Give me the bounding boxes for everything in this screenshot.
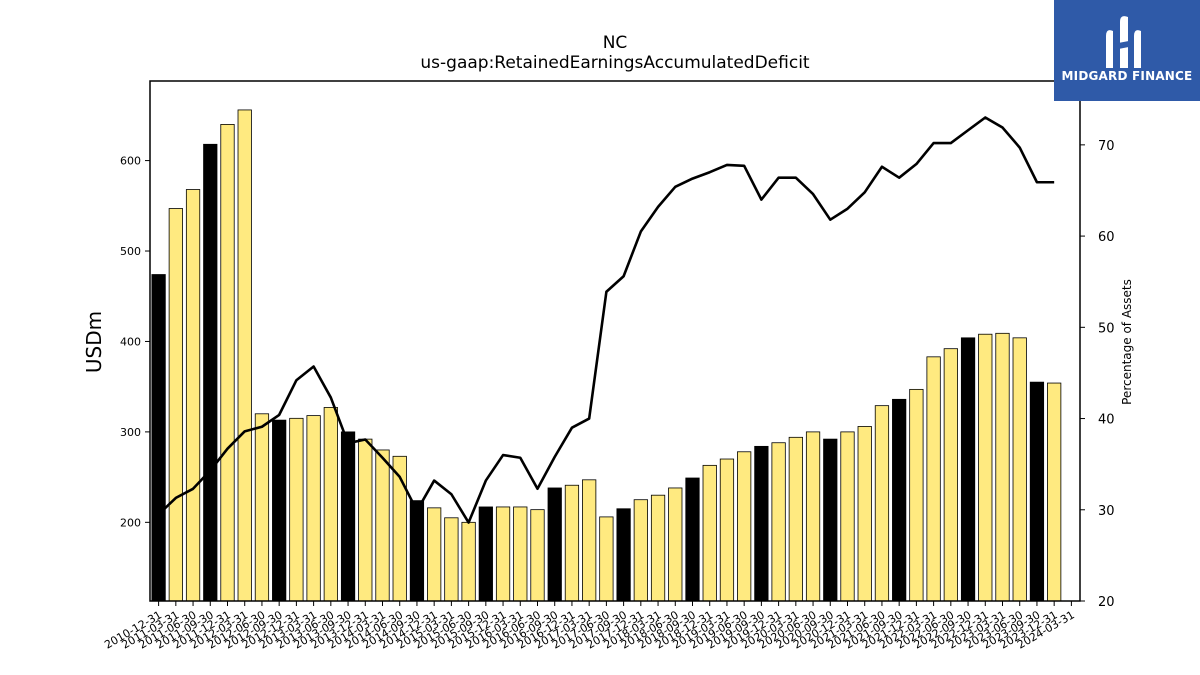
bar-quarterly	[461, 521, 476, 602]
bar-quarterly	[358, 438, 373, 602]
bar-quarterly	[513, 506, 528, 602]
bar-annual	[960, 337, 976, 602]
bar-quarterly	[702, 464, 717, 602]
bar-annual	[754, 445, 769, 602]
bar-quarterly	[1012, 337, 1027, 602]
bar-quarterly	[943, 348, 958, 602]
bar-annual	[616, 508, 631, 602]
bar-quarterly	[650, 494, 666, 602]
bar-quarterly	[599, 516, 614, 602]
bar-annual	[272, 419, 287, 602]
left-y-axis: 200 300 400 500 600	[120, 155, 150, 529]
bar-annual	[409, 500, 425, 602]
bar-quarterly	[254, 413, 270, 602]
bar-quarterly	[719, 458, 735, 602]
chart-title: NC	[602, 33, 628, 53]
bar-annual	[892, 398, 907, 602]
y-tick-label: 400	[120, 335, 141, 348]
bar-quarterly	[805, 431, 821, 602]
brand-name: MIDGARD FINANCE	[1061, 69, 1193, 83]
bar-quarterly	[375, 449, 390, 602]
bar-annual	[203, 143, 218, 602]
bar-annual	[547, 487, 562, 602]
bar-quarterly	[306, 415, 321, 602]
bar-quarterly	[978, 333, 993, 602]
bar-quarterly	[788, 436, 803, 602]
bar-quarterly	[323, 407, 338, 602]
y-tick-label: 300	[120, 426, 141, 439]
bar-quarterly	[737, 451, 752, 602]
bar-annual	[1029, 381, 1045, 602]
bar-quarterly	[564, 484, 580, 602]
bar-quarterly	[582, 479, 597, 602]
y2-tick-label: 30	[1098, 504, 1115, 519]
bar-quarterly	[220, 124, 235, 602]
percentage-of-assets-line	[157, 116, 1055, 524]
chart-subtitle: us-gaap:RetainedEarningsAccumulatedDefic…	[420, 53, 810, 73]
y2-axis-label: Percentage of Assets	[1120, 279, 1134, 405]
bar-quarterly	[289, 417, 304, 602]
y-tick-label: 600	[120, 155, 141, 168]
bar-quarterly	[185, 189, 201, 602]
bar-quarterly	[168, 208, 183, 602]
bar-quarterly	[771, 442, 786, 602]
y2-tick-label: 40	[1098, 413, 1115, 428]
y2-tick-label: 50	[1098, 321, 1115, 336]
bar-quarterly	[444, 517, 459, 602]
y-tick-label: 500	[120, 245, 141, 258]
bar-quarterly	[668, 487, 683, 602]
line-series-layer	[157, 116, 1055, 524]
bar-quarterly	[427, 507, 442, 602]
bar-annual	[823, 438, 838, 602]
bar-quarterly	[874, 405, 890, 602]
bar-quarterly	[530, 509, 545, 602]
bar-quarterly	[926, 356, 941, 602]
bar-quarterly	[857, 426, 872, 602]
bar-quarterly	[840, 431, 855, 602]
bar-quarterly	[237, 109, 252, 602]
bar-quarterly	[633, 499, 648, 602]
bar-quarterly	[995, 332, 1010, 602]
bar-quarterly	[909, 388, 924, 602]
bar-series	[151, 109, 1062, 602]
y2-tick-label: 60	[1098, 230, 1115, 245]
bar-annual	[151, 274, 166, 602]
y2-tick-label: 20	[1098, 595, 1115, 610]
midgard-finance-logo-icon	[1106, 16, 1141, 69]
y-axis-label: USDm	[82, 311, 106, 373]
bar-quarterly	[1047, 382, 1062, 602]
bar-quarterly	[495, 506, 511, 602]
right-y-axis: 20 30 40 50 60 70	[1080, 139, 1115, 610]
brand-logo: MIDGARD FINANCE	[1054, 0, 1200, 101]
x-axis: 2010-12-312011-03-312011-06-302011-09-30…	[102, 601, 1077, 652]
bar-annual	[478, 506, 493, 602]
y2-tick-label: 70	[1098, 139, 1115, 154]
y-tick-label: 200	[120, 516, 141, 529]
bar-annual	[340, 431, 356, 602]
bar-annual	[685, 477, 700, 602]
